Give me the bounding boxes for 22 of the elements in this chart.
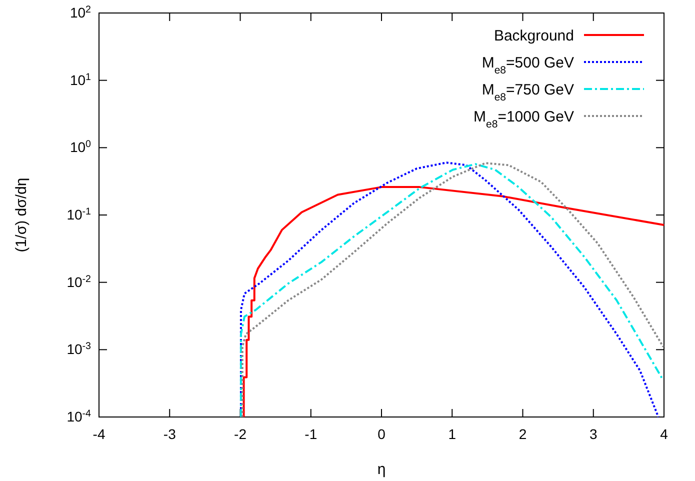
x-tick-label: 0 bbox=[378, 426, 386, 442]
y-tick-label: 10$^{-1}$ bbox=[66, 206, 91, 222]
y-tick-label: 10$^{0}$ bbox=[70, 138, 92, 156]
x-tick-label: -1 bbox=[304, 426, 318, 442]
x-tick-label: 4 bbox=[660, 426, 668, 442]
y-tick-label: 10$^{1}$ bbox=[70, 71, 91, 88]
legend-label: M$_{e8}$=750 GeV bbox=[482, 81, 574, 104]
y-tick-label: 10$^{2}$ bbox=[70, 4, 91, 20]
x-tick-label: 2 bbox=[518, 426, 527, 442]
y-tick-label: 10$^{-2}$ bbox=[66, 273, 91, 290]
y-tick-label: 10$^{-3}$ bbox=[66, 340, 92, 358]
y-axis-title: (1/σ) dσ/dη bbox=[13, 178, 30, 252]
x-tick-label: 3 bbox=[589, 426, 598, 442]
x-tick-label: -3 bbox=[163, 426, 176, 442]
x-tick-label: -2 bbox=[234, 426, 247, 442]
y-tick-label: 10$^{-4}$ bbox=[66, 408, 92, 424]
legend-label: M$_{e8}$=500 GeV bbox=[482, 54, 574, 76]
x-tick-label: -4 bbox=[92, 426, 106, 442]
x-axis-title: η bbox=[377, 461, 386, 478]
legend-label: M$_{e8}$=1000 GeV bbox=[474, 108, 574, 130]
x-tick-label: 1 bbox=[448, 426, 456, 442]
legend-label: Background bbox=[494, 27, 574, 44]
